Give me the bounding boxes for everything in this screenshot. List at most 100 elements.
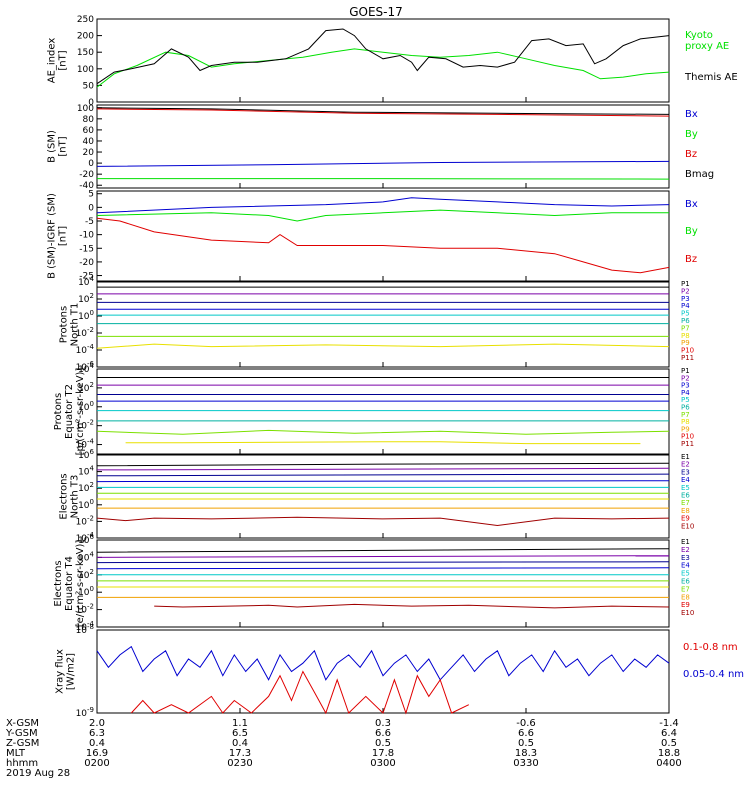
series-e1 [96,462,670,467]
legend-entry: Bz [685,149,697,160]
y-tick-label: 100 [77,65,94,75]
panel-frame [96,539,670,628]
y-tick-label: 40 [83,137,95,147]
footer-value: 0200 [84,758,109,769]
legend-entry: E3 [681,554,690,562]
footer-row-label: Z-GSM [6,738,39,749]
legend-entry: E4 [681,476,690,484]
footer-value: 1.1 [232,718,248,729]
legend-entry: E10 [681,522,694,530]
series-e9 [96,516,670,527]
footer-value: -0.6 [516,718,536,729]
footer-value: 0.3 [375,718,391,729]
legend-entry: E8 [681,593,690,601]
legend-entry: P10 [681,347,694,355]
legend-entry: E7 [681,499,690,507]
series-e4 [96,567,670,570]
series-e1 [96,548,670,553]
legend-entry: E6 [681,578,690,586]
panel-frame [96,629,670,714]
footer-value: 0300 [370,758,395,769]
legend-entry: P2 [681,287,690,295]
y-tick-label: -10 [79,231,94,241]
legend-entry: E9 [681,601,690,609]
series-0-05-0-4-nm [96,645,670,681]
series-p8 [125,441,641,445]
y-tick-label: 0 [88,159,94,169]
legend-entry: By [685,129,698,140]
y-axis-label: ProtonsNorth T1 [59,303,81,347]
legend-entry: Bz [685,254,697,265]
panel-frame [96,454,670,539]
legend-entry: Bx [685,109,698,120]
panel-frame [96,18,670,103]
footer-value: 6.4 [661,728,677,739]
y-tick-label: -15 [79,244,94,254]
legend-entry: P9 [681,425,690,433]
y-axis-label: ProtonsEquator T2[p/(cm²-s-sr-keV)] [53,368,86,456]
series-e2 [96,555,670,558]
y-tick-label: 200 [77,32,94,42]
legend-entry: P4 [681,302,690,310]
series-e9 [154,603,670,609]
panel-frame [96,281,670,368]
series-e3 [96,473,670,477]
y-tick-label: -20 [79,258,94,268]
footer-value: 6.5 [232,728,248,739]
legend-entry: E7 [681,585,690,593]
legend-entry: P6 [681,317,690,325]
series-bz [96,108,670,117]
footer-value: 6.3 [89,728,105,739]
legend-entry: E5 [681,484,690,492]
legend-entry: E1 [681,453,690,461]
footer-value: 18.8 [658,748,680,759]
panel-frame [96,104,670,189]
footer-row-label: hhmm [6,758,38,769]
footer-value: 17.3 [229,748,251,759]
footer-value: 0.4 [89,738,105,749]
footer-date: 2019 Aug 28 [6,768,70,779]
y-axis-label: AE_index[nT] [47,38,69,84]
y-tick-label: 5 [88,190,94,200]
y-tick-label: 50 [83,81,95,91]
legend-entry: 0.1-0.8 nm [683,642,738,653]
y-tick-label: -40 [79,181,94,191]
y-tick-label: 0 [88,203,94,213]
legend-entry: P11 [681,440,694,448]
legend-entry: P7 [681,411,690,419]
footer-value: 17.8 [372,748,394,759]
legend-entry: P3 [681,382,690,390]
series-bz [96,217,670,274]
y-tick-label: 0 [88,98,94,108]
footer-value: 2.0 [89,718,105,729]
y-tick-label: 20 [83,148,95,158]
plot-title: GOES-17 [349,5,403,19]
y-tick-label: -5 [85,217,94,227]
series-bmag [96,107,670,115]
footer-value: 18.3 [515,748,537,759]
series-bx [96,160,670,167]
y-axis-label: ElectronsNorth T3 [59,473,81,519]
legend-entry: P8 [681,418,690,426]
series-p7 [96,429,670,435]
footer-row-label: MLT [6,748,26,759]
legend-entry: P3 [681,295,690,303]
legend-entry: Themis AE [684,72,738,83]
footer-row-label: X-GSM [6,718,39,729]
footer-value: 0.5 [518,738,534,749]
legend-entry: P8 [681,332,690,340]
footer-value: 0.5 [661,738,677,749]
series-kyoto-proxy-ae [96,48,670,88]
panel-bigrf: -25 -20 -15 -10 -5 0 5 B (SM)-IGRF (SM)[nT] Bx By… [47,190,698,282]
footer-value: 0230 [227,758,252,769]
legend-entry: P11 [681,354,694,362]
y-axis-label: B (SM)[nT] [47,130,69,163]
legend-entry: E5 [681,570,690,578]
